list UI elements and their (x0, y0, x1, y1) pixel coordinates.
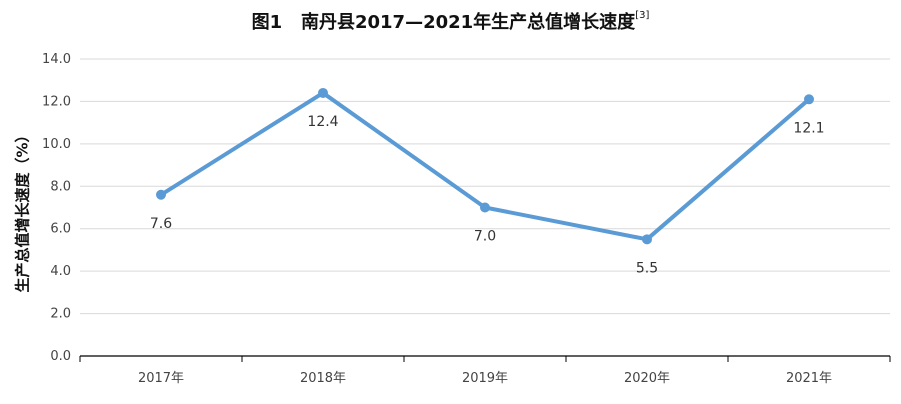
x-tick-label: 2021年 (786, 371, 832, 386)
y-tick-label: 12.0 (42, 94, 71, 109)
series-line (159, 90, 811, 242)
x-tick-label: 2017年 (138, 371, 184, 386)
data-point (804, 94, 814, 105)
data-point (480, 202, 490, 213)
y-tick-label: 4.0 (50, 264, 71, 279)
data-label: 12.4 (307, 114, 338, 130)
title-text: 南丹县2017—2021年生产总值增长速度 (300, 12, 636, 33)
x-tick-label: 2018年 (300, 371, 346, 386)
data-label: 12.1 (793, 120, 824, 136)
y-tick-label: 0.0 (50, 349, 71, 364)
y-tick-label: 6.0 (50, 222, 71, 237)
data-point (156, 189, 166, 200)
data-label: 7.6 (150, 216, 172, 232)
data-point (642, 234, 652, 245)
data-label: 7.0 (474, 229, 496, 245)
data-point (318, 87, 328, 98)
x-tick-label: 2019年 (462, 371, 508, 386)
x-tick-label: 2020年 (624, 371, 670, 386)
y-tick-label: 10.0 (42, 137, 71, 152)
data-label: 5.5 (636, 260, 658, 276)
figure-number: 图1 (251, 12, 283, 33)
chart-title: 图1 南丹县2017—2021年生产总值增长速度[3] (0, 8, 901, 34)
y-tick-label: 14.0 (42, 52, 71, 67)
title-reference: [3] (635, 10, 650, 21)
y-tick-label: 2.0 (50, 307, 71, 322)
y-tick-label: 8.0 (50, 179, 71, 194)
